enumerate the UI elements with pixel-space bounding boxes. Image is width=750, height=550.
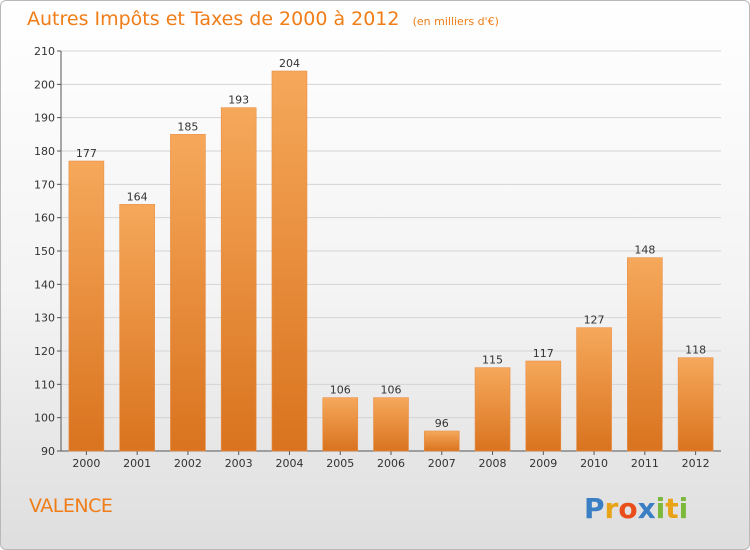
x-tick-label: 2004	[275, 457, 303, 470]
data-label: 96	[435, 417, 449, 430]
x-tick-label: 2011	[631, 457, 659, 470]
y-tick-label: 150	[34, 245, 55, 258]
x-tick-label: 2005	[326, 457, 354, 470]
data-label: 117	[533, 347, 554, 360]
chart-title-block: Autres Impôts et Taxes de 2000 à 2012 (e…	[27, 8, 499, 30]
city-name: VALENCE	[29, 495, 113, 517]
data-label: 185	[177, 120, 198, 133]
data-label: 106	[330, 384, 351, 397]
data-label: 115	[482, 354, 503, 367]
x-tick-label: 2007	[428, 457, 456, 470]
bars	[68, 70, 714, 452]
data-label: 164	[127, 190, 148, 203]
chart-title: Autres Impôts et Taxes de 2000 à 2012	[27, 8, 400, 30]
bar-2006	[373, 397, 409, 452]
axes: 90 100 110 120 130 140 150 160 170 180 190 200 210 20…	[34, 45, 721, 470]
bar-2012	[677, 357, 714, 452]
x-tick-label: 2001	[123, 457, 151, 470]
y-tick-label: 100	[34, 412, 55, 425]
y-tick-label: 130	[34, 312, 55, 325]
y-tick-label: 190	[34, 112, 55, 125]
svg-text:Proxiti: Proxiti	[584, 492, 688, 525]
bar-2001	[119, 204, 155, 452]
bar-2007	[423, 430, 460, 452]
y-tick-label: 170	[34, 178, 55, 191]
y-tick-label: 210	[34, 45, 55, 58]
bar-2010	[576, 327, 612, 452]
x-tick-label: 2000	[72, 457, 100, 470]
data-label: 204	[279, 57, 300, 70]
x-tick-label: 2010	[580, 457, 608, 470]
x-tick-label: 2009	[529, 457, 557, 470]
bar-2002	[170, 134, 206, 452]
bar-2004	[271, 70, 308, 452]
y-tick-label: 120	[34, 345, 55, 358]
y-tick-label: 180	[34, 145, 55, 158]
bar-2011	[627, 257, 663, 452]
y-tick-label: 140	[34, 278, 55, 291]
y-tick-label: 90	[41, 445, 55, 458]
x-tick-label: 2012	[682, 457, 710, 470]
bar-2008	[474, 367, 511, 452]
chart-unit-note: (en milliers d'€)	[412, 15, 499, 28]
bar-2009	[525, 360, 562, 452]
y-tick-label: 110	[34, 378, 55, 391]
data-label: 127	[584, 314, 605, 327]
bar-2000	[68, 160, 105, 452]
x-tick-label: 2002	[174, 457, 202, 470]
proxiti-logo: Proxiti	[584, 492, 688, 525]
data-label: 106	[381, 384, 402, 397]
data-label: 193	[228, 94, 249, 107]
y-tick-label: 200	[34, 78, 55, 91]
bar-2003	[220, 107, 257, 452]
x-tick-label: 2003	[225, 457, 253, 470]
data-label: 118	[685, 344, 706, 357]
y-tick-label: 160	[34, 212, 55, 225]
x-tick-label: 2006	[377, 457, 405, 470]
data-label: 177	[76, 147, 97, 160]
bar-2005	[322, 397, 359, 452]
x-tick-label: 2008	[479, 457, 507, 470]
data-label: 148	[634, 244, 655, 257]
data-labels: 177 164 185 193 204 106 106 96 115 117 127 148 118	[76, 57, 706, 430]
